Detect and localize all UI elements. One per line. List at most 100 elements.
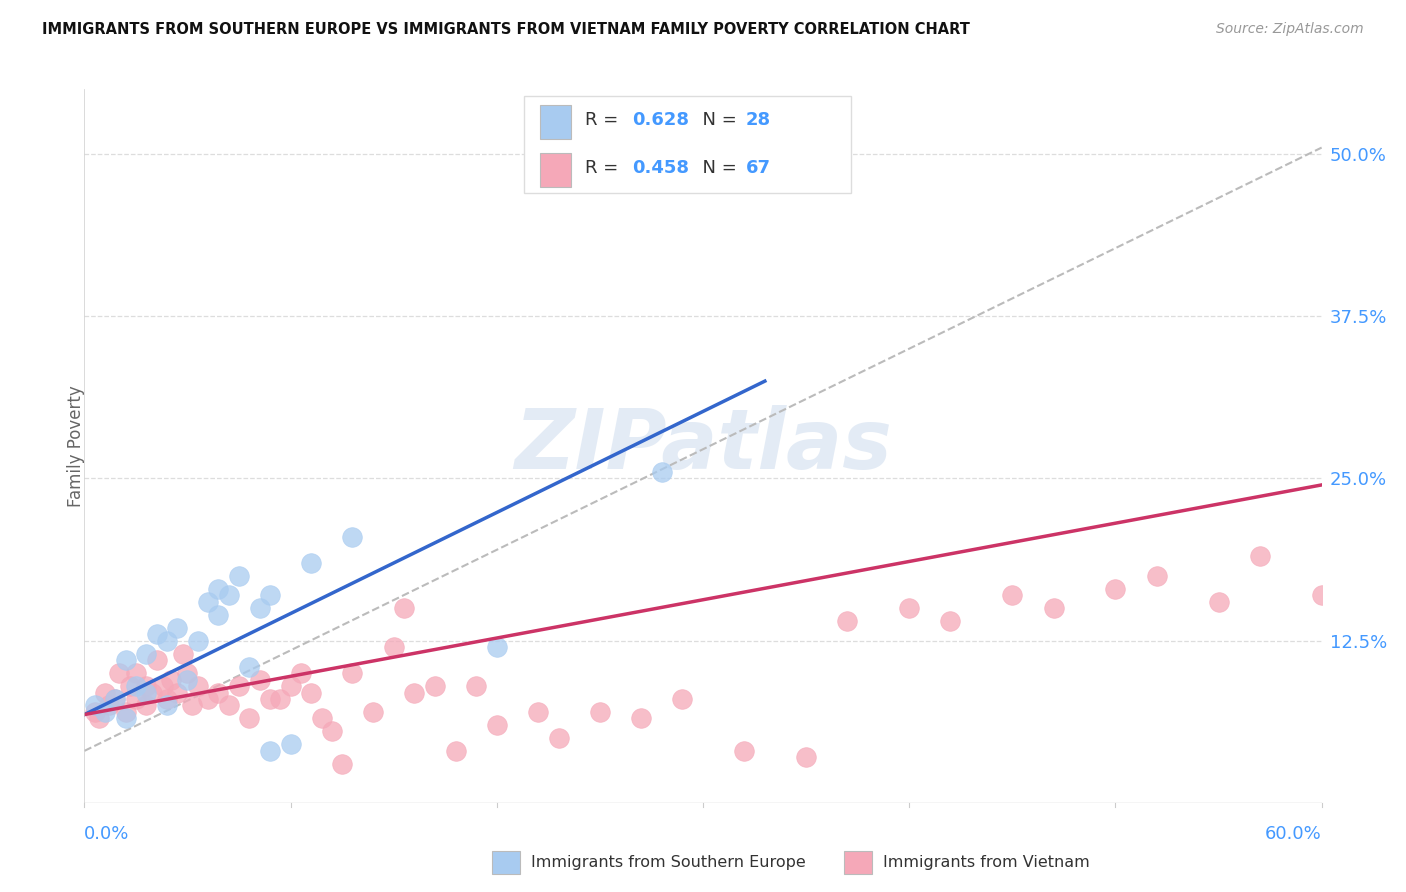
Point	[135, 679, 157, 693]
Point	[104, 692, 127, 706]
Point	[118, 679, 141, 693]
Text: 0.458: 0.458	[631, 159, 689, 177]
Point	[87, 711, 110, 725]
Point	[837, 614, 859, 628]
Point	[485, 640, 508, 654]
Point	[547, 731, 569, 745]
Point	[207, 607, 229, 622]
Point	[342, 666, 364, 681]
Point	[197, 595, 219, 609]
Point	[280, 679, 302, 693]
Point	[939, 614, 962, 628]
Point	[98, 698, 121, 713]
Point	[228, 679, 250, 693]
Point	[249, 673, 271, 687]
Point	[172, 647, 194, 661]
Point	[898, 601, 921, 615]
Point	[404, 685, 426, 699]
Point	[299, 685, 322, 699]
Text: 60.0%: 60.0%	[1265, 825, 1322, 843]
Point	[269, 692, 291, 706]
Point	[527, 705, 550, 719]
Point	[125, 679, 148, 693]
Point	[238, 711, 260, 725]
Text: 67: 67	[745, 159, 770, 177]
Text: IMMIGRANTS FROM SOUTHERN EUROPE VS IMMIGRANTS FROM VIETNAM FAMILY POVERTY CORREL: IMMIGRANTS FROM SOUTHERN EUROPE VS IMMIG…	[42, 22, 970, 37]
Point	[342, 530, 364, 544]
Point	[1310, 588, 1333, 602]
Point	[671, 692, 693, 706]
Point	[125, 666, 148, 681]
Point	[197, 692, 219, 706]
Point	[176, 666, 198, 681]
Point	[299, 556, 322, 570]
Y-axis label: Family Poverty: Family Poverty	[67, 385, 84, 507]
Point	[166, 621, 188, 635]
Point	[145, 653, 167, 667]
Point	[311, 711, 333, 725]
Point	[321, 724, 343, 739]
Point	[104, 692, 127, 706]
Text: Immigrants from Vietnam: Immigrants from Vietnam	[883, 855, 1090, 870]
Point	[382, 640, 405, 654]
Text: 0.0%: 0.0%	[84, 825, 129, 843]
Text: 28: 28	[745, 112, 770, 129]
Point	[238, 659, 260, 673]
Point	[218, 698, 240, 713]
Point	[166, 685, 188, 699]
Point	[141, 685, 163, 699]
Point	[1146, 568, 1168, 582]
Text: Source: ZipAtlas.com: Source: ZipAtlas.com	[1216, 22, 1364, 37]
Point	[733, 744, 755, 758]
Point	[651, 465, 673, 479]
Text: N =: N =	[690, 159, 742, 177]
Point	[1208, 595, 1230, 609]
Point	[207, 582, 229, 596]
Point	[330, 756, 353, 771]
Point	[1001, 588, 1024, 602]
Point	[135, 698, 157, 713]
Point	[218, 588, 240, 602]
Point	[485, 718, 508, 732]
Point	[135, 647, 157, 661]
Text: ZIPatlas: ZIPatlas	[515, 406, 891, 486]
Point	[465, 679, 488, 693]
Point	[259, 692, 281, 706]
Point	[83, 705, 105, 719]
Point	[156, 692, 179, 706]
Point	[187, 633, 209, 648]
Point	[1249, 549, 1271, 564]
Point	[794, 750, 817, 764]
Point	[280, 738, 302, 752]
Point	[259, 744, 281, 758]
Point	[589, 705, 612, 719]
Point	[83, 698, 105, 713]
Point	[114, 705, 136, 719]
Point	[392, 601, 415, 615]
Point	[108, 666, 131, 681]
Point	[156, 698, 179, 713]
Point	[152, 679, 174, 693]
Point	[1042, 601, 1064, 615]
Text: R =: R =	[585, 112, 624, 129]
Text: N =: N =	[690, 112, 742, 129]
Point	[630, 711, 652, 725]
Point	[423, 679, 446, 693]
Point	[114, 653, 136, 667]
Point	[187, 679, 209, 693]
Text: 0.628: 0.628	[631, 112, 689, 129]
Point	[114, 711, 136, 725]
Point	[156, 633, 179, 648]
Point	[444, 744, 467, 758]
Point	[94, 685, 117, 699]
Point	[228, 568, 250, 582]
Point	[361, 705, 384, 719]
Text: R =: R =	[585, 159, 624, 177]
Point	[160, 673, 183, 687]
Point	[249, 601, 271, 615]
Point	[180, 698, 202, 713]
Point	[259, 588, 281, 602]
Point	[1104, 582, 1126, 596]
Text: Immigrants from Southern Europe: Immigrants from Southern Europe	[531, 855, 806, 870]
Point	[1351, 575, 1374, 590]
